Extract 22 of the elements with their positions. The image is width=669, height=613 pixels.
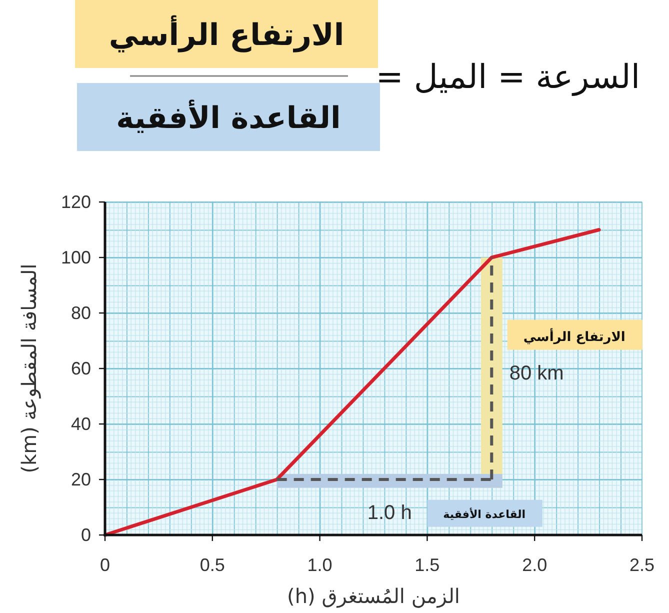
x-tick-label: 0 [100, 555, 110, 575]
text: القاعدة الأفقية [116, 99, 341, 136]
y-axis-title: المسافة المقطوعة (km) [17, 264, 41, 474]
y-tick-label: 40 [70, 414, 91, 434]
x-tick-label: 2.5 [629, 555, 655, 575]
y-tick-label: 80 [70, 303, 91, 323]
band-label: القاعدة الأفقية [443, 506, 526, 521]
y-tick-label: 120 [60, 192, 91, 212]
band-label: الارتفاع الرأسي [523, 328, 626, 345]
x-tick-label: 2.0 [522, 555, 548, 575]
y-tick-label: 60 [70, 358, 91, 378]
x-axis-title: الزمن المُستغرق (h) [287, 584, 460, 608]
y-tick-label: 0 [80, 525, 91, 545]
x-tick-label: 1.0 [307, 555, 332, 575]
annotation: 80 km [509, 362, 564, 385]
title: السرعة = الميل = [376, 57, 640, 96]
y-tick-label: 20 [70, 470, 91, 490]
annotation: 1.0 h [367, 502, 412, 524]
text: الارتفاع الرأسي [108, 15, 344, 53]
x-tick-label: 1.5 [414, 555, 440, 575]
y-tick-label: 100 [60, 248, 91, 268]
x-tick-label: 0.5 [200, 555, 225, 575]
